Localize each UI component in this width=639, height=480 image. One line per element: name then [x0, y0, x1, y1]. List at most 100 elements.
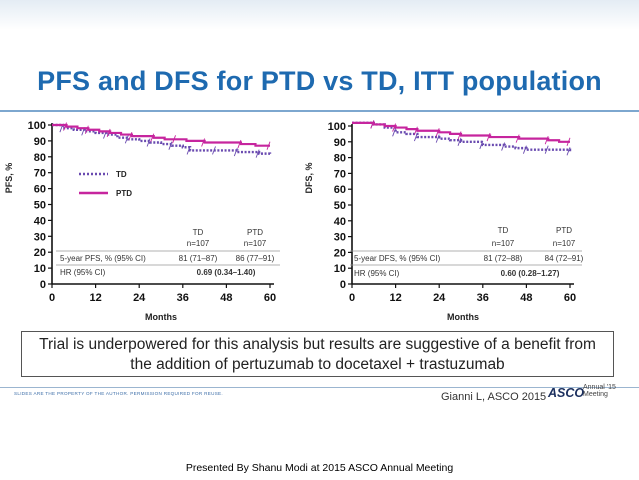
dfs-xtick-label-48: 48: [520, 292, 532, 304]
pfs-censor-ptd: [172, 135, 176, 144]
dfs-censor-ptd: [486, 132, 491, 142]
pfs-ytick-label-80: 80: [34, 152, 46, 164]
dfs-ytick-label-70: 70: [334, 168, 346, 180]
pfs-censor-td: [255, 149, 260, 158]
pfs-series-ptd: [52, 123, 270, 147]
callout-line-1: Trial is underpowered for this analysis …: [39, 336, 596, 353]
dfs-censor-ptd: [370, 120, 375, 129]
dfs-table-row2-label: HR (95% CI): [354, 269, 400, 278]
presenter-footer: Presented By Shanu Modi at 2015 ASCO Ann…: [185, 462, 454, 474]
dfs-censor-td: [392, 128, 397, 137]
dfs-ytick-label-60: 60: [334, 184, 346, 196]
pfs-table-td-n: n=107: [187, 239, 210, 248]
dfs-xtick-label-60: 60: [564, 292, 576, 304]
dfs-censor-td: [566, 147, 571, 156]
pfs-censor-ptd: [106, 128, 111, 138]
asco-logo-sub2: Meeting: [583, 391, 608, 398]
asco-logo-sub1: Annual '15: [583, 384, 616, 391]
asco-logo-meeting: Annual '15 Meeting: [583, 384, 623, 398]
dfs-censor-ptd: [435, 128, 440, 137]
conclusion-callout: Trial is underpowered for this analysis …: [21, 331, 614, 377]
dfs-censor-td: [413, 132, 418, 142]
dfs-censor-ptd: [392, 123, 397, 132]
pfs-censor-ptd: [266, 141, 271, 150]
dfs-censor-ptd: [457, 131, 462, 140]
dfs-ytick-label-20: 20: [334, 247, 346, 259]
dfs-censor-ptd: [515, 134, 520, 143]
dfs-series-td: [352, 121, 572, 152]
pfs-censor-td: [233, 147, 238, 157]
pfs-censor-td: [124, 135, 129, 144]
pfs-xtick-label-60: 60: [264, 292, 276, 304]
dfs-ytick-label-50: 50: [334, 200, 346, 212]
dfs-censor-td: [479, 140, 484, 150]
pfs-ytick-label-90: 90: [34, 136, 46, 148]
dfs-axes: 0 10 20 30 40 50 60 70 80 90 100 0 12 24 36 48 60: [328, 121, 576, 304]
pfs-table-ptd-header: PTD: [247, 228, 263, 237]
pfs-censor-ptd: [150, 133, 155, 142]
page-title: PFS and DFS for PTD vs TD, ITT populatio…: [37, 66, 602, 96]
pfs-table-ptd-n: n=107: [244, 239, 267, 248]
dfs-table-td-n: n=107: [492, 239, 515, 248]
pfs-ytick-label-20: 20: [34, 247, 46, 259]
pfs-censor-ptd: [128, 131, 133, 141]
dfs-series-ptd: [352, 121, 570, 143]
pfs-legend: TD PTD: [79, 170, 132, 198]
pfs-table-row2-label: HR (95% CI): [60, 268, 106, 277]
pfs-censor-td: [168, 141, 173, 150]
dfs-xtick-label-24: 24: [433, 292, 446, 304]
legend-ptd-label: PTD: [116, 189, 132, 198]
dfs-table: TD PTD n=107 n=107 5-year DFS, % (95% CI…: [350, 226, 584, 278]
pfs-series-td: [52, 123, 272, 156]
pfs-ytick-label-60: 60: [34, 184, 46, 196]
disclaimer: SLIDES ARE THE PROPERTY OF THE AUTHOR. P…: [14, 391, 223, 396]
dfs-censor-td: [435, 134, 440, 143]
pfs-ytick-label-0: 0: [40, 279, 46, 291]
dfs-censor-td: [522, 145, 527, 154]
pfs-ytick-label-100: 100: [28, 120, 46, 132]
dfs-table-td-header: TD: [498, 226, 509, 235]
dfs-table-row1-ptd: 84 (72–91): [545, 254, 584, 263]
dfs-table-row1-label: 5-year DFS, % (95% CI): [354, 254, 441, 263]
dfs-censor-ptd: [544, 136, 549, 145]
slide: PFS and DFS for PTD vs TD, ITT populatio…: [0, 0, 639, 406]
pfs-axes: 0 10 20 30 40 50 60 70 80 90 100 0 12 24 36 48 60: [28, 120, 276, 304]
pfs-ytick-label-50: 50: [34, 200, 46, 212]
dfs-ytick-label-90: 90: [334, 137, 346, 149]
dfs-ytick-label-30: 30: [334, 232, 346, 244]
dfs-ytick-label-0: 0: [340, 279, 346, 291]
title-divider: [0, 110, 639, 112]
dfs-xlabel: Months: [447, 312, 479, 322]
pfs-censor-td: [146, 138, 151, 147]
pfs-censor-ptd: [84, 125, 89, 134]
dfs-table-row1-td: 81 (72–88): [484, 254, 523, 263]
pfs-table-td-header: TD: [193, 228, 204, 237]
asco-logo: ASCO Annual '15 Meeting: [548, 384, 616, 406]
dfs-censor-ptd: [413, 126, 418, 135]
pfs-table-row1-label: 5-year PFS, % (95% CI): [60, 254, 146, 263]
pfs-censor-ptd: [237, 139, 242, 149]
dfs-censor-td: [457, 137, 462, 146]
bottom-divider: [0, 387, 639, 388]
pfs-chart: 0 10 20 30 40 50 60 70 80 90 100 0 12 24 36 48 60 PFS, %…: [4, 120, 280, 322]
dfs-ytick-label-40: 40: [334, 216, 346, 228]
top-bar: [0, 0, 639, 30]
pfs-xlabel: Months: [145, 312, 177, 322]
pfs-censor-td: [212, 146, 216, 155]
pfs-table: TD PTD n=107 n=107 5-year PFS, % (95% CI…: [56, 228, 280, 277]
pfs-xtick-label-48: 48: [220, 292, 232, 304]
pfs-censor-ptd: [63, 122, 67, 131]
asco-logo-text: ASCO: [548, 386, 585, 400]
pfs-censor-td: [186, 146, 191, 155]
legend-td-label: TD: [116, 170, 127, 179]
dfs-xtick-label-12: 12: [389, 292, 401, 304]
pfs-ytick-label-40: 40: [34, 215, 46, 227]
dfs-table-ptd-n: n=107: [553, 239, 576, 248]
dfs-censor-ptd: [566, 137, 571, 146]
dfs-ytick-label-80: 80: [334, 153, 346, 165]
pfs-table-row1-td: 81 (71–87): [179, 254, 218, 263]
pfs-table-row2-value: 0.69 (0.34–1.40): [197, 268, 256, 277]
citation: Gianni L, ASCO 2015: [441, 391, 547, 403]
pfs-xtick-label-36: 36: [177, 292, 189, 304]
dfs-xtick-label-36: 36: [477, 292, 489, 304]
